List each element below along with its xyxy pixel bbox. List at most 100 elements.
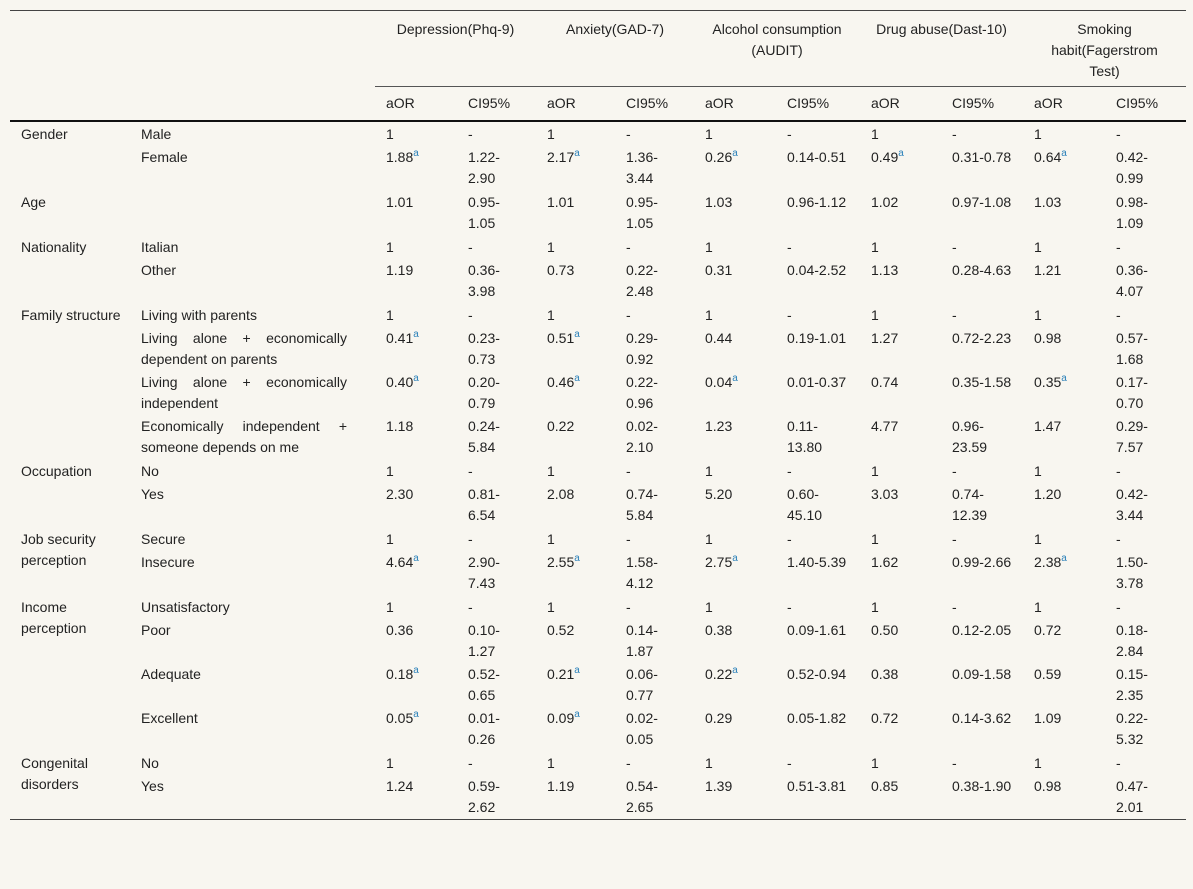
- value-cell: 1: [386, 755, 394, 771]
- value-cell: 1.21: [1034, 262, 1062, 278]
- value-cell: 0.19-1.01: [787, 330, 847, 346]
- value-text: 0.22: [705, 666, 733, 682]
- data-row: Family structure Living with parents 1 - 1 - 1…: [10, 303, 1186, 327]
- value-cell: -: [952, 463, 957, 479]
- value-cell: 1: [871, 239, 879, 255]
- significance-note: a: [574, 553, 580, 564]
- value-cell: 1: [1034, 531, 1042, 547]
- data-row: Gender Male 1 - 1 - 1 - 1 - 1 -: [10, 121, 1186, 146]
- value-cell: 2.38a: [1023, 551, 1105, 595]
- group-label: Family structure: [21, 307, 121, 323]
- value-cell: 0.22-5.32: [1116, 710, 1148, 747]
- value-cell: -: [468, 463, 473, 479]
- value-cell: 0.01-0.37: [787, 374, 847, 390]
- column-group-title: Smoking habit(Fagerstrom Test): [1023, 10, 1187, 87]
- value-cell: -: [787, 307, 792, 323]
- value-cell: 1.02: [871, 194, 899, 210]
- value-cell: 0.54-2.65: [626, 778, 658, 815]
- significance-note: a: [413, 329, 419, 340]
- data-row: Insecure 4.64a 2.90-7.43 2.55a 1.58-4.12 2.75…: [10, 551, 1186, 595]
- row-label: Economically independent + someone depen…: [141, 418, 347, 455]
- column-subtitle: aOR: [694, 86, 776, 122]
- significance-note: a: [732, 553, 738, 564]
- value-text: 0.46: [547, 374, 575, 390]
- value-cell: 0.42-0.99: [1116, 149, 1148, 186]
- group-label: Nationality: [21, 239, 87, 255]
- value-cell: 1: [705, 599, 713, 615]
- value-cell: 1.50-3.78: [1116, 554, 1148, 591]
- value-text: 0.41: [386, 330, 414, 346]
- row-label: Living alone + economically dependent on…: [141, 330, 347, 367]
- value-text: 0.51: [547, 330, 575, 346]
- value-cell: 0.49a: [860, 146, 941, 190]
- value-cell: -: [626, 599, 631, 615]
- value-cell: 0.72-2.23: [952, 330, 1012, 346]
- value-cell: 2.30: [386, 486, 414, 502]
- value-cell: 0.42-3.44: [1116, 486, 1148, 523]
- value-cell: 1.27: [871, 330, 899, 346]
- value-cell: 0.36-4.07: [1116, 262, 1148, 299]
- value-cell: 0.81-6.54: [468, 486, 500, 523]
- value-text: 4.64: [386, 554, 414, 570]
- value-cell: 0.22a: [694, 663, 776, 707]
- value-cell: 0.09a: [536, 707, 615, 751]
- value-cell: -: [1116, 463, 1121, 479]
- value-cell: 0.40a: [375, 371, 457, 415]
- value-cell: -: [468, 126, 473, 142]
- column-subtitle: CI95%: [457, 86, 536, 122]
- value-cell: 0.02-2.10: [626, 418, 658, 455]
- value-cell: 1.58-4.12: [626, 554, 658, 591]
- value-cell: 1: [871, 463, 879, 479]
- column-subtitle: CI95%: [1105, 86, 1187, 122]
- header-row: Depression(Phq-9) Anxiety(GAD-7) Alcohol c…: [10, 10, 1187, 122]
- value-text: 0.04: [705, 374, 733, 390]
- value-text: 0.40: [386, 374, 414, 390]
- value-cell: 0.04a: [694, 371, 776, 415]
- row-label: Living with parents: [141, 307, 257, 323]
- value-cell: 1: [871, 755, 879, 771]
- value-cell: 1: [547, 531, 555, 547]
- value-cell: -: [626, 239, 631, 255]
- value-cell: 2.75a: [694, 551, 776, 595]
- group-label: Age: [21, 194, 46, 210]
- significance-note: a: [413, 553, 419, 564]
- value-cell: 1.47: [1034, 418, 1062, 434]
- value-text: 0.21: [547, 666, 575, 682]
- data-row: Yes 2.30 0.81-6.54 2.08 0.74-5.84 5.20 0.60-45…: [10, 483, 1186, 527]
- value-cell: 1: [1034, 307, 1042, 323]
- data-row: Female 1.88a 1.22-2.90 2.17a 1.36-3.44 0.26a 0…: [10, 146, 1186, 190]
- value-cell: -: [626, 126, 631, 142]
- value-cell: 0.01-0.26: [468, 710, 500, 747]
- value-text: 0.09: [547, 710, 575, 726]
- group-label: Congenital disorders: [21, 755, 88, 792]
- value-cell: 2.90-7.43: [468, 554, 500, 591]
- value-cell: 1: [705, 463, 713, 479]
- value-cell: 0.52: [547, 622, 575, 638]
- group-label: Income perception: [21, 599, 87, 636]
- value-cell: -: [1116, 599, 1121, 615]
- value-cell: -: [468, 531, 473, 547]
- column-subtitle: CI95%: [776, 86, 860, 122]
- value-cell: 0.22: [547, 418, 575, 434]
- value-cell: -: [952, 239, 957, 255]
- value-cell: -: [626, 307, 631, 323]
- value-cell: -: [468, 239, 473, 255]
- value-cell: 0.09-1.61: [787, 622, 847, 638]
- value-cell: 0.15-2.35: [1116, 666, 1148, 703]
- value-cell: 0.02-0.05: [626, 710, 658, 747]
- value-cell: -: [952, 126, 957, 142]
- value-cell: 1.18: [386, 418, 414, 434]
- results-table: Depression(Phq-9) Anxiety(GAD-7) Alcohol c…: [10, 10, 1187, 820]
- value-cell: 0.26a: [694, 146, 776, 190]
- subheader-row: aOR CI95% aOR CI95% aOR CI95% aOR CI95% aOR CI95%: [10, 86, 1187, 122]
- value-cell: 0.96-23.59: [952, 418, 988, 455]
- group-label: Gender: [21, 126, 68, 142]
- value-cell: -: [468, 307, 473, 323]
- row-label-empty: [132, 190, 375, 235]
- value-cell: 0.59-2.62: [468, 778, 500, 815]
- significance-note: a: [574, 373, 580, 384]
- value-text: 0.26: [705, 149, 733, 165]
- value-cell: 1.24: [386, 778, 414, 794]
- column-subtitle: aOR: [860, 86, 941, 122]
